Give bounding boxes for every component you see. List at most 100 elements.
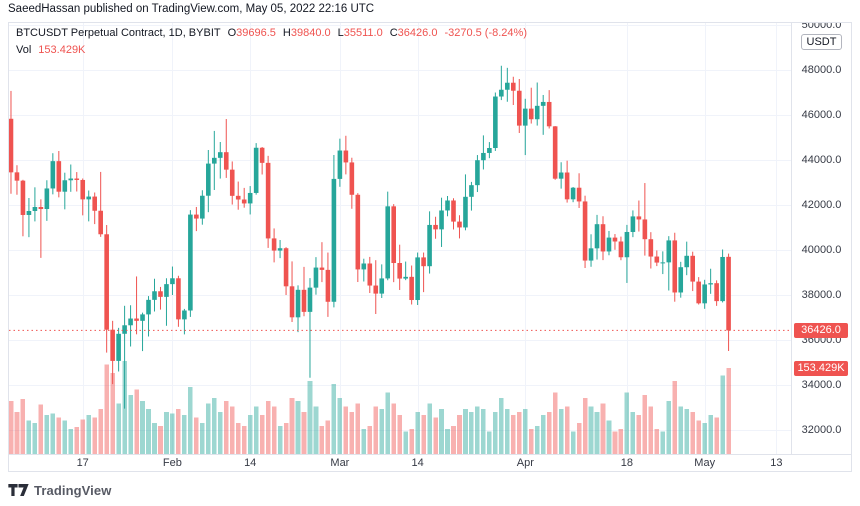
candle-body: [612, 237, 618, 242]
volume-bar: [271, 406, 277, 454]
legend-ohlc-item: L 35511.0: [337, 27, 383, 39]
volume-bar: [433, 417, 438, 454]
candle-body: [511, 82, 516, 91]
candle-body: [194, 214, 199, 219]
tradingview-logo[interactable]: TradingView: [8, 482, 111, 498]
volume-bar: [301, 412, 307, 454]
candle-body: [206, 163, 211, 196]
volume-bar: [534, 426, 540, 454]
volume-bar: [134, 389, 139, 454]
volume-bar: [98, 409, 103, 454]
volume-bar: [493, 412, 498, 454]
candle-body: [259, 147, 265, 163]
volume-bar: [140, 400, 145, 454]
tradingview-logo-text: TradingView: [34, 482, 112, 498]
volume-bar: [463, 409, 468, 454]
volume-bar: [295, 400, 301, 454]
price-axis[interactable]: USDT 36426.0 153.429K 50000.0 48000.0 4600…: [791, 23, 851, 471]
candle-body: [122, 325, 127, 334]
candle-body: [618, 241, 624, 258]
candle-body: [20, 180, 26, 215]
candle-body: [176, 278, 181, 320]
candle-body: [564, 172, 570, 200]
candle-body: [702, 284, 707, 304]
candle-body: [229, 169, 235, 196]
volume-bar: [367, 426, 373, 454]
volume-bar: [62, 420, 68, 454]
volume-bar: [56, 417, 62, 454]
volume-bar: [618, 428, 624, 454]
volume-bar: [337, 398, 343, 454]
candle-body: [116, 333, 121, 361]
volume-bar: [20, 399, 26, 454]
candle-body: [367, 263, 373, 286]
candle-body: [50, 161, 56, 189]
candle-body: [92, 196, 97, 211]
candle-body: [714, 283, 719, 302]
volume-bar: [373, 406, 379, 454]
chart-canvas[interactable]: [9, 23, 791, 454]
candle-body: [361, 263, 367, 270]
candle-body: [80, 179, 86, 200]
time-axis-label: 13: [770, 457, 783, 469]
volume-bar: [9, 400, 14, 454]
volume-bar: [528, 428, 534, 454]
candle-body: [720, 256, 725, 302]
volume-bar: [666, 400, 672, 454]
candle-body: [134, 318, 139, 321]
candle-body: [98, 210, 103, 235]
candle-body: [235, 195, 241, 200]
candle-body: [708, 283, 713, 285]
candle-body: [385, 206, 391, 279]
volume-bar: [50, 413, 56, 454]
volume-bar: [630, 412, 636, 454]
candle-body: [463, 196, 468, 228]
candle-body: [277, 248, 283, 251]
volume-bar: [564, 406, 570, 454]
volume-bar: [44, 414, 50, 454]
candle-body: [289, 286, 295, 318]
volume-bar: [439, 409, 444, 454]
volume-bar: [505, 409, 510, 454]
volume-bar: [259, 414, 265, 454]
volume-bar: [427, 403, 432, 454]
volume-bar: [146, 409, 151, 454]
candle-body: [337, 150, 343, 179]
attribution-text: SaeedHassan published on TradingView.com…: [8, 3, 375, 15]
volume-bar: [188, 386, 193, 454]
candle-body: [415, 257, 420, 301]
candle-body: [200, 195, 205, 219]
last-price-badge: 36426.0: [794, 322, 848, 338]
candle-body: [373, 285, 379, 294]
volume-bar: [247, 414, 253, 454]
candle-body: [170, 278, 175, 285]
candle-body: [546, 101, 552, 127]
candle-body: [588, 248, 594, 261]
volume-bar: [576, 423, 582, 454]
candle-body: [469, 185, 474, 197]
candle-body: [427, 224, 432, 267]
candle-body: [493, 96, 498, 149]
legend-volume-label[interactable]: Vol: [16, 44, 32, 56]
time-axis[interactable]: 17 Feb 14 Mar 14 Apr 18 May 13: [9, 454, 851, 471]
candle-body: [56, 161, 62, 192]
candle-body: [188, 214, 193, 311]
volume-bar: [86, 414, 92, 454]
candle-body: [355, 194, 361, 270]
candle-body: [451, 200, 456, 222]
legend-symbol-title[interactable]: BTCUSDT Perpetual Contract, 1D, BYBIT: [16, 27, 221, 39]
candle-body: [128, 318, 133, 326]
candle-body: [409, 276, 414, 301]
volume-bar: [253, 406, 259, 454]
volume-bar: [194, 417, 199, 454]
candle-body: [313, 267, 319, 288]
candle-body: [475, 160, 480, 186]
volume-bar: [654, 428, 660, 454]
volume-bar: [720, 375, 725, 454]
candle-body: [146, 299, 151, 315]
currency-unit-badge: USDT: [800, 34, 843, 50]
volume-bar: [235, 423, 241, 454]
